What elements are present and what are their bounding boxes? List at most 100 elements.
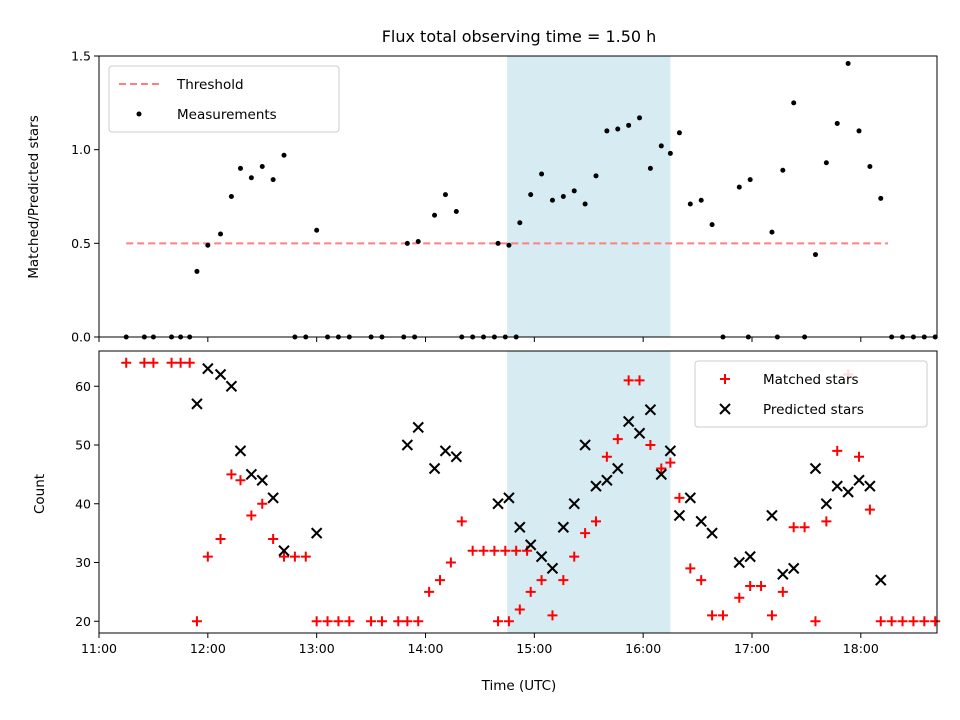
matched-star-point (590, 516, 601, 527)
measurement-point (658, 143, 664, 149)
predicted-star-point (256, 474, 268, 486)
bottom-panel: 20 30 40 50 60 11:00 12:00 13:00 14:00 15:00 16:0… (32, 350, 941, 694)
matched-star-point (511, 545, 522, 556)
matched-star-point (413, 616, 424, 627)
y-tick-label: 0.5 (71, 236, 91, 251)
x-tick-label: 12:00 (190, 641, 226, 656)
predicted-star-point (853, 474, 865, 486)
matched-star-point (919, 616, 930, 627)
measurement-point (812, 252, 818, 258)
matched-star-point (121, 357, 132, 368)
measurement-point (237, 165, 243, 171)
matched-star-point (897, 616, 908, 627)
measurement-point (281, 152, 287, 158)
measurement-point (194, 268, 200, 274)
x-tick-label: 16:00 (625, 641, 661, 656)
matched-star-point (344, 616, 355, 627)
x-tick-label: 13:00 (299, 641, 335, 656)
predicted-star-point (622, 415, 635, 428)
predicted-star-point (684, 492, 697, 504)
measurement-point (560, 194, 566, 199)
bottom-y-axis-label: Count (32, 474, 48, 514)
measurement-point (626, 122, 632, 128)
matched-star-point (489, 545, 500, 556)
matched-star-point (612, 434, 623, 445)
matched-star-point (634, 375, 645, 386)
predicted-star-point (514, 521, 526, 533)
top-legend: Threshold Measurements (108, 65, 340, 133)
matched-star-point (226, 469, 237, 480)
predicted-star-point (278, 545, 290, 557)
predicted-star-point (535, 550, 548, 563)
matched-star-point (799, 522, 810, 533)
matched-star-point (777, 586, 788, 597)
x-tick-label: 11:00 (81, 641, 117, 656)
predicted-star-point (695, 515, 707, 528)
measurement-point (314, 227, 320, 233)
measurement-point (270, 177, 276, 183)
y-tick-label: 1.0 (71, 142, 91, 157)
matched-star-point (467, 545, 478, 556)
matched-star-point (445, 557, 456, 568)
y-tick-label: 60 (75, 379, 91, 394)
predicted-star-point (706, 527, 718, 539)
matched-star-point (424, 586, 435, 597)
legend-box (694, 360, 928, 428)
predicted-star-point (503, 492, 515, 504)
measurement-point (867, 164, 873, 170)
x-axis-label: Time (UTC) (481, 678, 557, 694)
measurement-point (205, 242, 211, 248)
measurement-point (604, 128, 610, 134)
matched-star-point (402, 616, 413, 627)
legend-measurement-swatch (136, 111, 142, 117)
measurement-point (539, 171, 545, 177)
measurement-point (736, 184, 742, 190)
measurement-point (647, 165, 653, 171)
legend-threshold-label: Threshold (176, 77, 244, 93)
y-tick-label: 20 (75, 614, 91, 629)
matched-star-point (289, 551, 300, 562)
top-panel: 0.0 0.5 1.0 1.5 Matched/Predicted stars Thr… (26, 49, 938, 345)
matched-star-point (175, 357, 186, 368)
matched-star-point (514, 604, 525, 615)
measurement-point (667, 150, 673, 156)
predicted-star-point (439, 445, 452, 457)
matched-star-point (756, 581, 767, 591)
measurement-point (415, 238, 421, 244)
predicted-star-point (568, 498, 580, 510)
y-tick-label: 0.0 (71, 330, 91, 345)
matched-star-point (908, 616, 919, 627)
measurement-point (698, 197, 704, 203)
measurement-point (780, 167, 786, 173)
measurement-point (676, 130, 682, 136)
matched-star-point (435, 575, 446, 586)
matched-star-point (601, 451, 612, 462)
measurement-point (453, 208, 459, 214)
measurement-point (823, 160, 829, 166)
matched-star-point (235, 475, 246, 486)
legend-matched-swatch (720, 374, 730, 384)
matched-star-point (745, 581, 756, 591)
matched-star-point (268, 534, 279, 544)
predicted-star-point (557, 521, 570, 533)
matched-star-point (257, 498, 268, 509)
matched-star-point (547, 610, 558, 621)
predicted-star-point (492, 498, 504, 510)
matched-star-point (886, 616, 897, 627)
measurement-point (687, 201, 693, 207)
predicted-star-point (191, 398, 203, 410)
measurement-point (549, 197, 555, 203)
predicted-star-point (777, 568, 789, 580)
measurement-point (259, 164, 265, 170)
predicted-star-point (820, 498, 833, 510)
matched-star-point (191, 616, 202, 627)
matched-star-point (376, 616, 387, 627)
measurement-point (248, 175, 254, 181)
matched-star-point (493, 616, 504, 627)
measurement-point (845, 60, 851, 66)
matched-star-point (148, 357, 159, 368)
predicted-star-point (202, 362, 214, 375)
legend-predicted-swatch (719, 403, 731, 415)
legend-measurement-label: Measurements (177, 107, 277, 123)
